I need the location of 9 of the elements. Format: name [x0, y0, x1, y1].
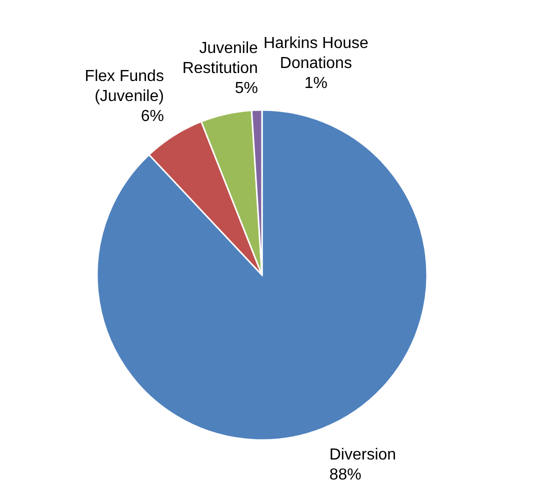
data-label: 88% — [329, 466, 362, 484]
data-label: 6% — [140, 108, 164, 126]
data-label: 1% — [304, 75, 328, 92]
slice-label: Juvenile Restitution — [182, 40, 258, 78]
slice-label: Harkins House Donations — [263, 35, 369, 72]
slice-label: Flex Funds (Juvenile) — [84, 68, 164, 106]
slice-label: Diversion — [329, 446, 396, 464]
data-label: 5% — [234, 80, 258, 98]
pie-slice — [96, 109, 428, 440]
